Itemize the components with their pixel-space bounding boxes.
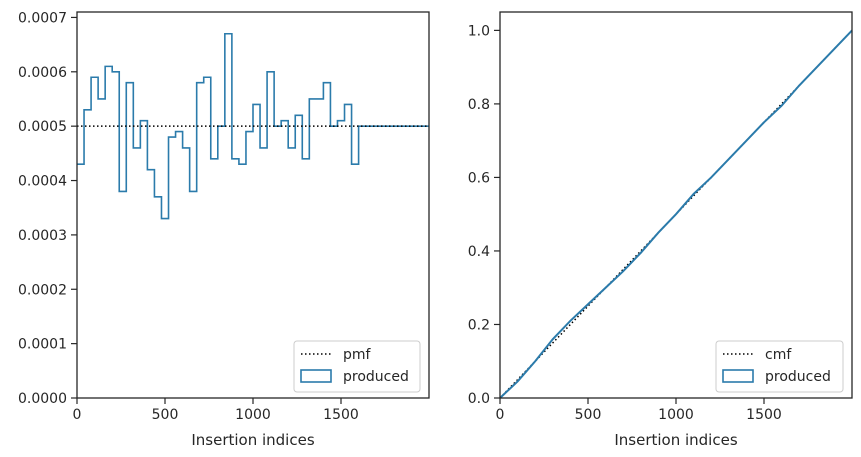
left-legend-produced-label: produced [343,369,409,385]
right-legend-produced-label: produced [765,369,831,385]
left-y-tick-label: 0.0007 [18,10,67,26]
right-y-tick-label: 0.4 [468,244,490,260]
right-ticks: 0 500 1000 1500 0.0 0.2 0.4 0.6 0.8 1.0 [468,23,782,423]
right-legend-produced-swatch [722,369,754,383]
left-legend-pmf-label: pmf [343,347,372,363]
left-x-tick-label: 500 [152,407,179,423]
left-x-tick-label: 1000 [235,407,271,423]
left-y-tick-label: 0.0004 [18,174,67,190]
left-y-tick-label: 0.0003 [18,228,67,244]
right-y-tick-label: 1.0 [468,23,490,39]
right-x-tick-label: 1500 [746,407,782,423]
right-x-tick-label: 0 [496,407,505,423]
left-legend-produced-swatch [300,369,332,383]
cmf-chart-panel: 0 500 1000 1500 0.0 0.2 0.4 0.6 0.8 1.0 Insertion… [468,11,853,449]
left-ticks: 0 500 1000 1500 0.0000 0.0001 0.0002 0.0003 0.00… [18,10,359,423]
right-y-tick-label: 0.8 [468,97,490,113]
left-y-tick-label: 0.0006 [18,65,67,81]
pmf-chart-panel: 0 500 1000 1500 0.0000 0.0001 0.0002 0.0003 0.00… [18,10,430,449]
right-y-tick-label: 0.6 [468,170,490,186]
left-y-tick-label: 0.0002 [18,282,67,298]
right-axes-frame [499,11,853,399]
left-x-tick-label: 0 [73,407,82,423]
produced-cumulative-line [499,29,853,399]
right-x-tick-label: 500 [575,407,602,423]
right-x-tick-label: 1000 [658,407,694,423]
left-x-axis-label: Insertion indices [191,431,314,449]
left-legend: pmf produced [293,340,421,393]
left-y-tick-label: 0.0005 [18,119,67,135]
right-legend: cmf produced [715,340,844,393]
right-y-tick-label: 0.0 [468,391,490,407]
right-x-axis-label: Insertion indices [614,431,737,449]
right-legend-cmf-label: cmf [765,347,792,363]
left-y-tick-label: 0.0001 [18,337,67,353]
produced-histogram-step [77,32,429,220]
left-y-tick-label: 0.0000 [18,391,67,407]
left-axes-frame [76,11,430,399]
left-x-tick-label: 1500 [323,407,359,423]
right-y-tick-label: 0.2 [468,317,490,333]
